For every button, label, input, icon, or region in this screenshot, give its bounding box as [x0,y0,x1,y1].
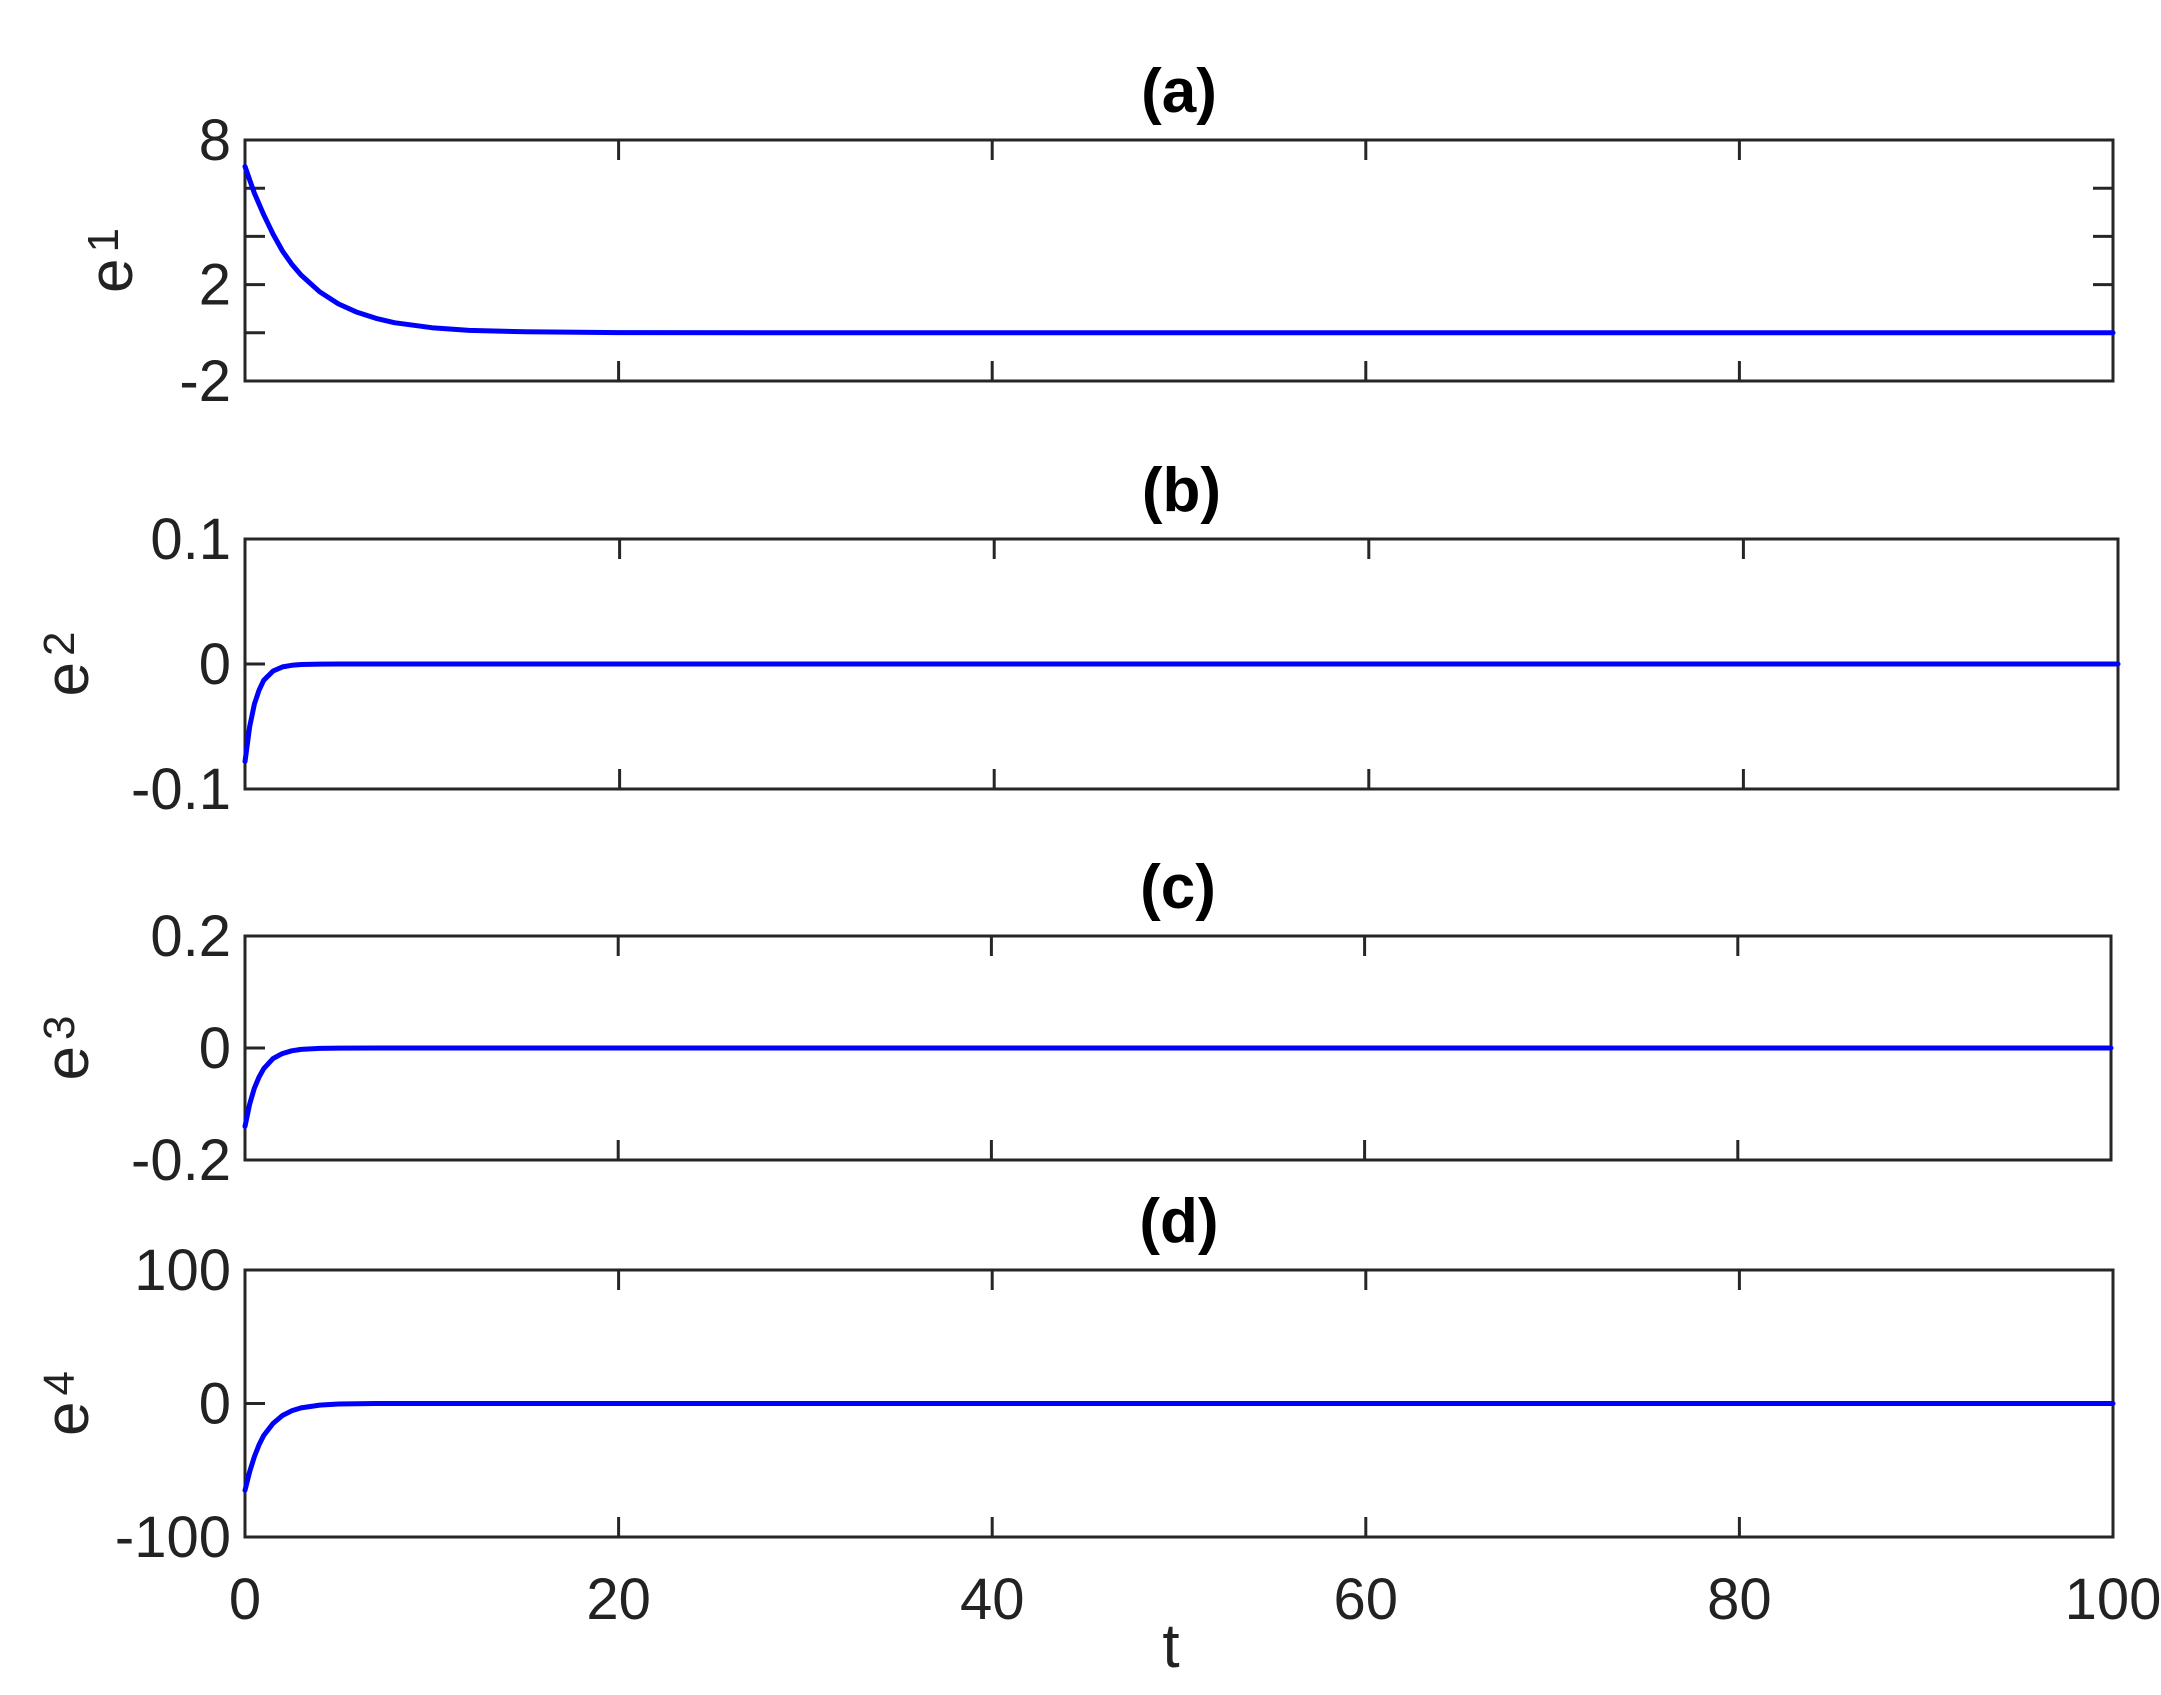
y-tick-label: 0.2 [150,904,231,969]
panel-3: (c)-0.200.2e3 [33,853,2114,1193]
panel-title: (c) [1140,853,1216,922]
x-tick-label: 80 [1707,1567,1772,1632]
x-axis-label: t [1162,1612,1179,1681]
y-tick-label: 8 [199,108,231,173]
y-tick-label: 0 [199,632,231,697]
panel-title: (d) [1139,1187,1218,1256]
y-tick-label: 100 [134,1238,231,1303]
series-line [242,164,2116,336]
y-tick-label: 0.1 [150,507,231,572]
y-tick-label: -2 [179,349,231,414]
y-axis-label-sub: 4 [35,1371,84,1395]
y-axis-label: e1 [77,228,146,293]
y-tick-label: 0 [199,1372,231,1437]
y-axis-label-base: e [33,1046,102,1080]
y-axis-label-base: e [33,662,102,696]
y-axis-label-sub: 2 [35,632,84,656]
y-tick-label: -0.2 [131,1128,231,1193]
y-axis-label: e4 [33,1371,102,1436]
y-tick-label: 2 [199,253,231,318]
y-axis-label: e2 [33,632,102,697]
y-axis-label: e3 [33,1016,102,1081]
y-axis-label-base: e [77,259,146,293]
y-tick-label: -100 [115,1505,231,1570]
y-axis-label-base: e [33,1402,102,1436]
panel-title: (a) [1141,57,1217,126]
y-axis-label-sub: 3 [35,1016,84,1040]
axes-frame [243,138,2115,383]
y-tick-label: -0.1 [131,757,231,822]
x-tick-label: 0 [229,1567,261,1632]
y-axis-label-sub: 1 [79,228,128,252]
x-tick-label: 40 [960,1567,1025,1632]
x-tick-label: 60 [1334,1567,1399,1632]
panel-title: (b) [1142,456,1221,525]
series-line [242,1401,2116,1493]
x-tick-label: 20 [586,1567,651,1632]
y-tick-label: 0 [199,1016,231,1081]
series-line [242,1045,2114,1129]
x-tick-label: 100 [2065,1567,2161,1632]
series-line [242,661,2121,764]
panel-2: (b)-0.100.1e2 [33,456,2121,822]
